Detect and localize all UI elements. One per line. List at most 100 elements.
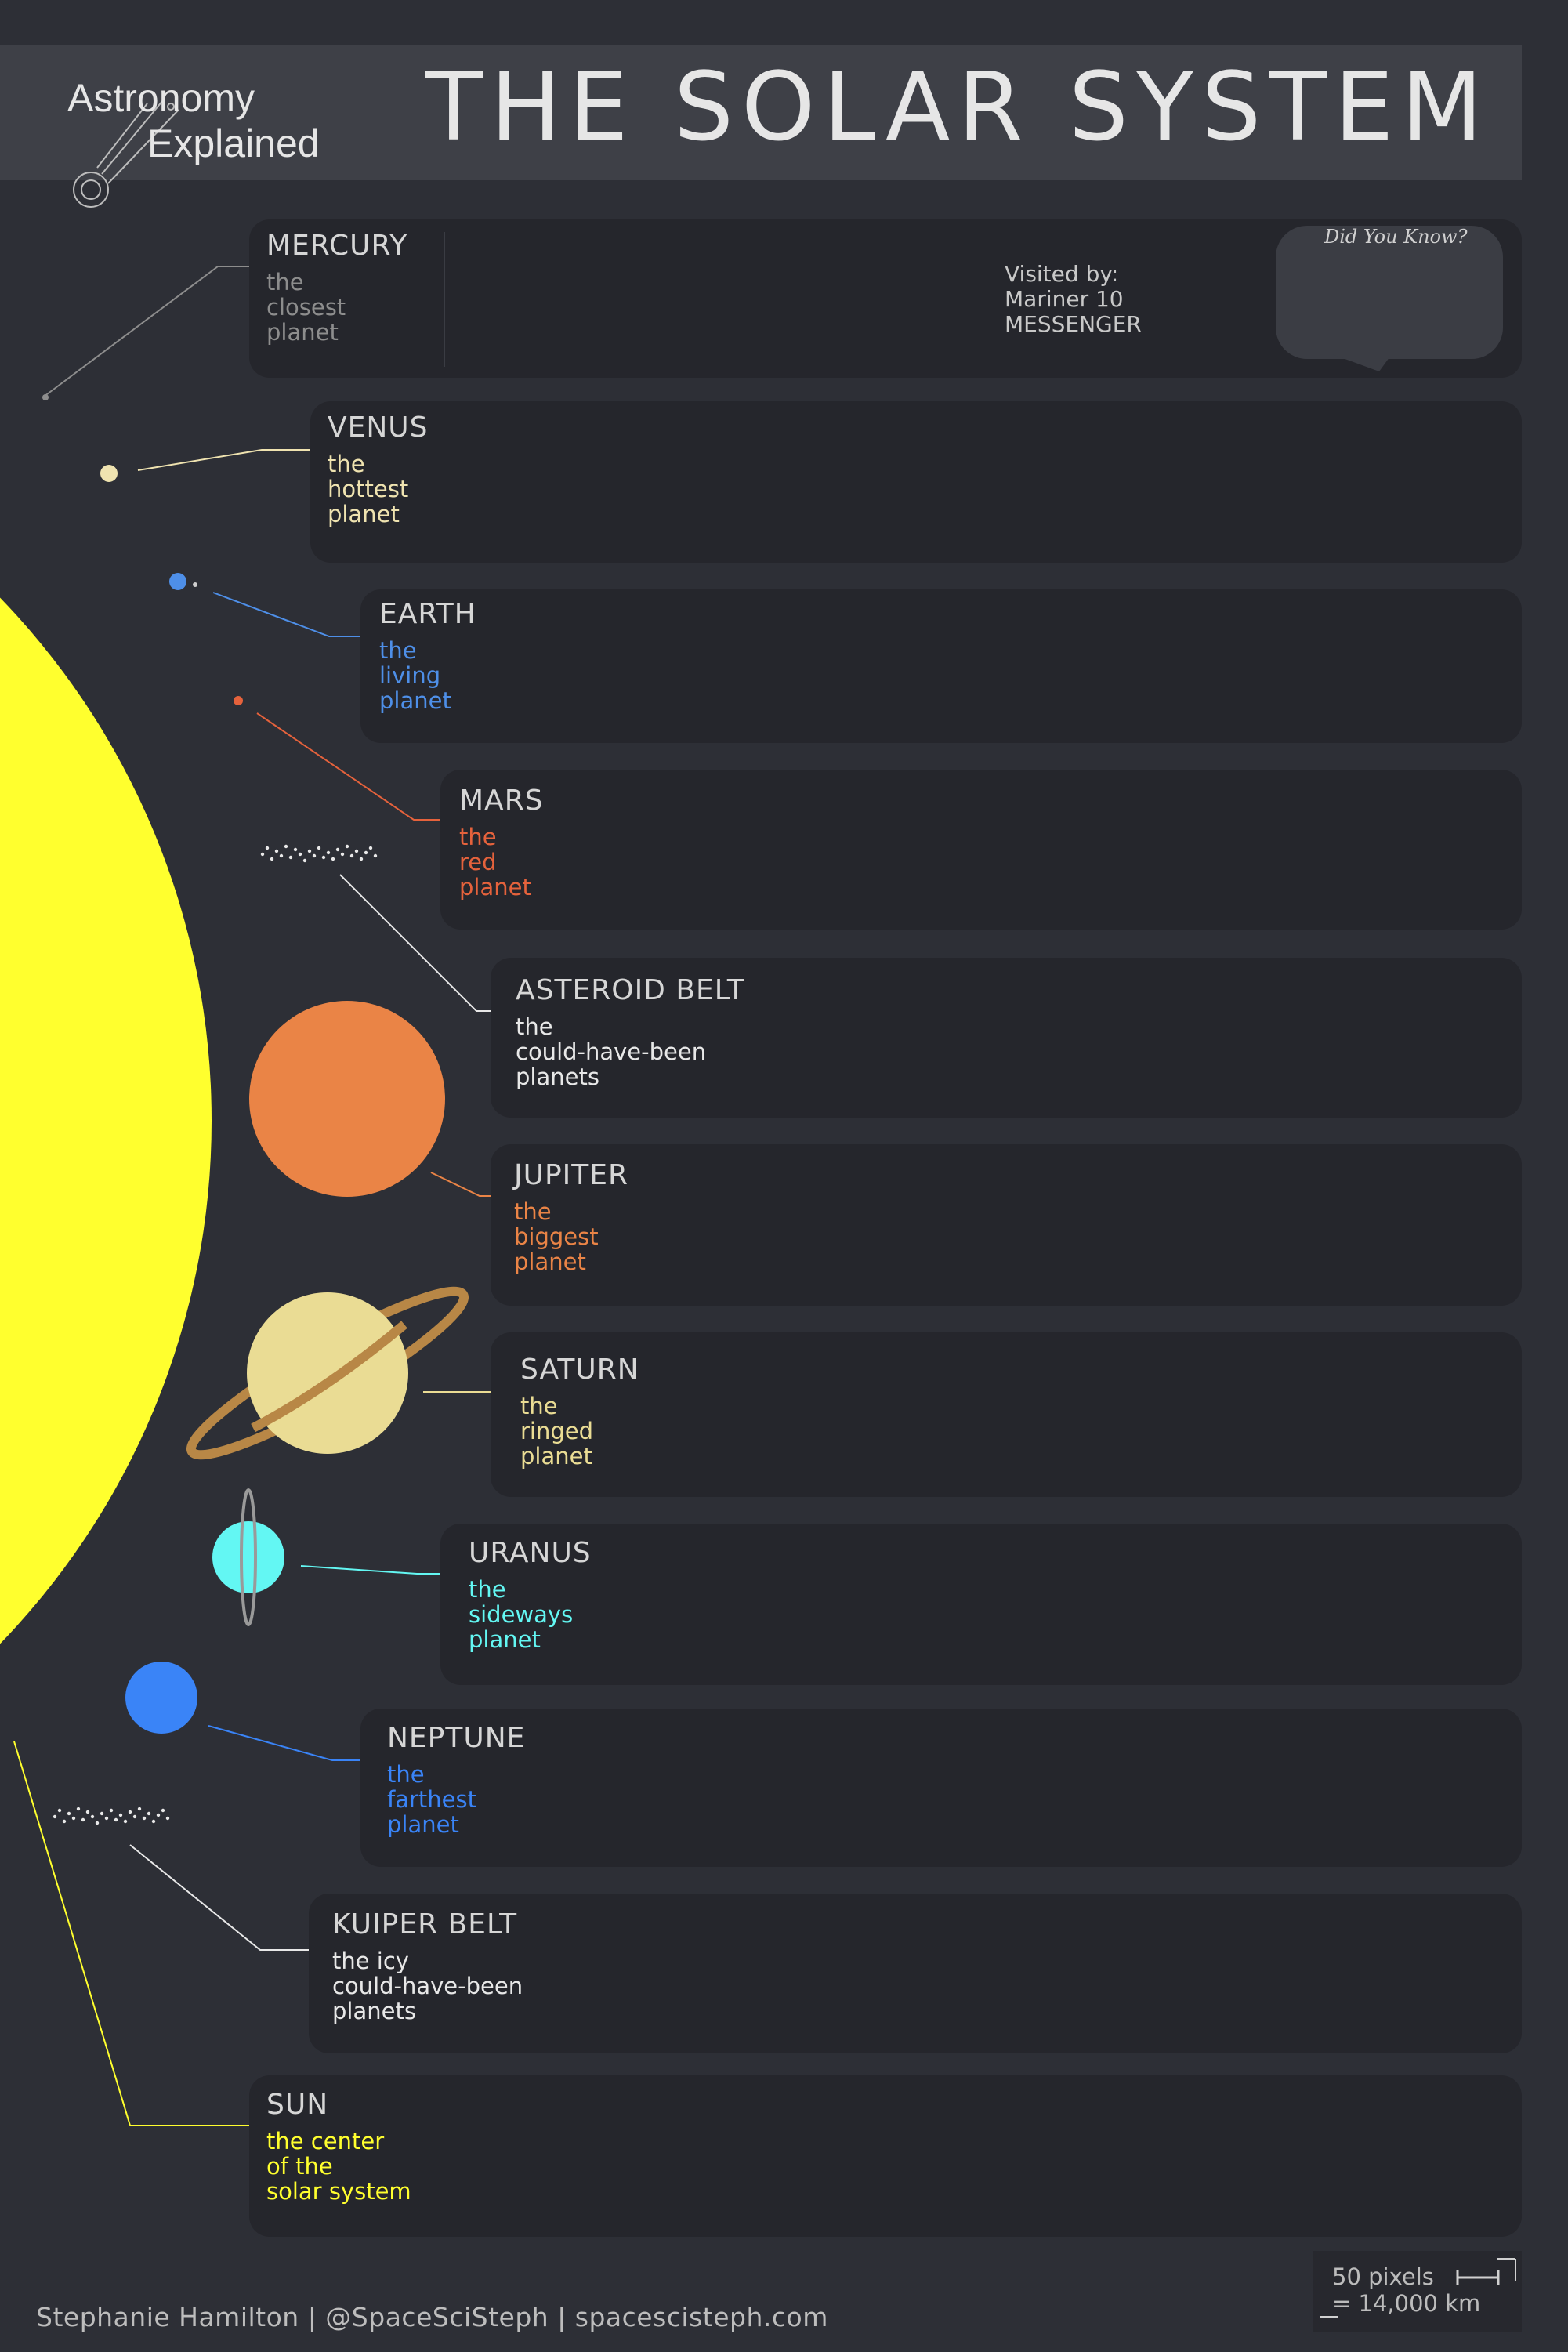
sun-name: SUN: [266, 2089, 329, 2121]
neptune-name: NEPTUNE: [387, 1722, 526, 1754]
mercury-tagline: the closest planet: [266, 269, 346, 346]
footer-credits: Stephanie Hamilton | @SpaceSciSteph | sp…: [36, 2302, 828, 2332]
asteroid-belt-rock: [368, 846, 373, 850]
asteroid-belt-rock: [288, 855, 293, 860]
neptune-panel: [360, 1709, 1522, 1867]
kuiper-belt-rock: [67, 1811, 71, 1816]
kuiper-belt-rock: [71, 1816, 76, 1821]
kuiper-belt-rock: [85, 1810, 90, 1814]
kuiper-belt-rock: [109, 1808, 114, 1813]
uranus-name: URANUS: [469, 1537, 592, 1569]
kuiper-belt-rock: [100, 1811, 104, 1816]
jupiter-tagline: the biggest planet: [514, 1198, 599, 1275]
asteroid-belt-rock: [279, 853, 284, 858]
kuiper-belt-rock: [128, 1810, 132, 1814]
astronomy-logo-icon: [73, 100, 179, 208]
kuiper-belt-tagline: the icy could-have-been planets: [332, 1948, 523, 2024]
uranus-ring: [240, 1488, 257, 1626]
mars-name: MARS: [459, 785, 544, 817]
kuiper-belt-rock: [62, 1819, 67, 1824]
kuiper-belt-rock: [114, 1817, 118, 1822]
asteroid-belt-rock: [349, 853, 354, 858]
uranus-panel: [440, 1524, 1522, 1685]
asteroid-belt-rock: [373, 853, 378, 858]
logo-line-explained: Explained: [147, 121, 320, 165]
venus-tagline: the hottest planet: [328, 451, 409, 527]
kuiper-belt-rock: [123, 1819, 128, 1824]
venus-name: VENUS: [328, 411, 429, 444]
kuiper-belt-rock: [156, 1813, 161, 1817]
scale-bar-icon: [1320, 2258, 1516, 2318]
logo-line-astronomy: Astronomy: [67, 76, 255, 120]
saturn-planet: [247, 1292, 408, 1454]
earth-name: EARTH: [379, 598, 476, 630]
moon: [193, 582, 197, 587]
asteroid-belt-rock: [359, 857, 364, 861]
asteroid-belt-rock: [321, 855, 326, 860]
earth-planet: [169, 573, 186, 590]
mercury-name: MERCURY: [266, 230, 408, 262]
asteroid-belt-rock: [302, 858, 307, 863]
sun-disc: [0, 597, 212, 1644]
sun-tagline: the center of the solar system: [266, 2128, 411, 2205]
kuiper-belt-rock: [165, 1816, 170, 1821]
sun-panel: [249, 2075, 1522, 2237]
asteroid-belt-rock: [260, 852, 265, 857]
sun-leader-line: [13, 1741, 292, 2126]
asteroid-belt-rock: [284, 844, 288, 849]
mars-panel: [440, 770, 1522, 930]
asteroid-belt-tagline: the could-have-been planets: [516, 1013, 707, 1090]
kuiper-belt-rock: [53, 1814, 57, 1819]
saturn-ring-front: [251, 1321, 407, 1433]
kuiper-belt-rock: [137, 1807, 142, 1811]
asteroid-belt-rock: [345, 844, 349, 849]
asteroid-belt-rock: [293, 847, 298, 852]
did-you-know-bubble: [1276, 226, 1503, 359]
neptune-tagline: the farthest planet: [387, 1761, 476, 1838]
earth-tagline: the living planet: [379, 637, 451, 714]
jupiter-planet: [249, 1001, 445, 1197]
mercury-planet: [42, 394, 49, 400]
earth-panel: [360, 589, 1522, 743]
kuiper-belt-rock: [76, 1807, 81, 1811]
uranus-planet: [212, 1521, 284, 1593]
did-you-know-label: Did You Know?: [1324, 226, 1468, 248]
kuiper-belt-rock: [81, 1817, 85, 1822]
mars-tagline: the red planet: [459, 824, 531, 901]
mars-planet: [234, 696, 243, 705]
kuiper-belt-rock: [142, 1816, 147, 1821]
kuiper-belt-rock: [132, 1814, 137, 1819]
kuiper-belt-name: KUIPER BELT: [332, 1908, 518, 1941]
kuiper-belt-rock: [161, 1808, 165, 1813]
kuiper-belt-rock: [95, 1821, 100, 1825]
kuiper-belt-rock: [118, 1813, 123, 1817]
mercury-divider: [444, 232, 445, 367]
saturn-name: SATURN: [520, 1354, 639, 1386]
scale-km: = 14,000 km: [1332, 2290, 1481, 2317]
asteroid-belt-name: ASTEROID BELT: [516, 974, 745, 1006]
asteroid-belt-rock: [298, 852, 302, 857]
asteroid-belt-rock: [317, 846, 321, 850]
asteroid-belt-panel: [491, 958, 1522, 1118]
kuiper-belt-rock: [57, 1808, 62, 1813]
header-banner: Astronomy Explained THE SOLAR SYSTEM: [0, 45, 1522, 208]
kuiper-belt-panel: [309, 1894, 1522, 2053]
neptune-planet: [125, 1662, 197, 1734]
saturn-tagline: the ringed planet: [520, 1393, 594, 1470]
venus-panel: [310, 401, 1522, 563]
scale-pixels: 50 pixels: [1332, 2263, 1434, 2290]
asteroid-belt-rock: [354, 849, 359, 853]
page-title: THE SOLAR SYSTEM: [425, 53, 1490, 162]
asteroid-belt-rock: [270, 857, 274, 861]
jupiter-name: JUPITER: [514, 1159, 629, 1191]
asteroid-belt-rock: [312, 853, 317, 858]
kuiper-belt-rock: [90, 1814, 95, 1819]
kuiper-belt-rock: [151, 1819, 156, 1824]
mercury-visited-by: Visited by: Mariner 10 MESSENGER: [1005, 261, 1142, 337]
asteroid-belt-rock: [265, 846, 270, 850]
did-you-know-bubble-tail: [1332, 354, 1392, 371]
asteroid-belt-rock: [340, 852, 345, 857]
kuiper-belt-rock: [104, 1816, 109, 1821]
asteroid-belt-rock: [307, 849, 312, 853]
